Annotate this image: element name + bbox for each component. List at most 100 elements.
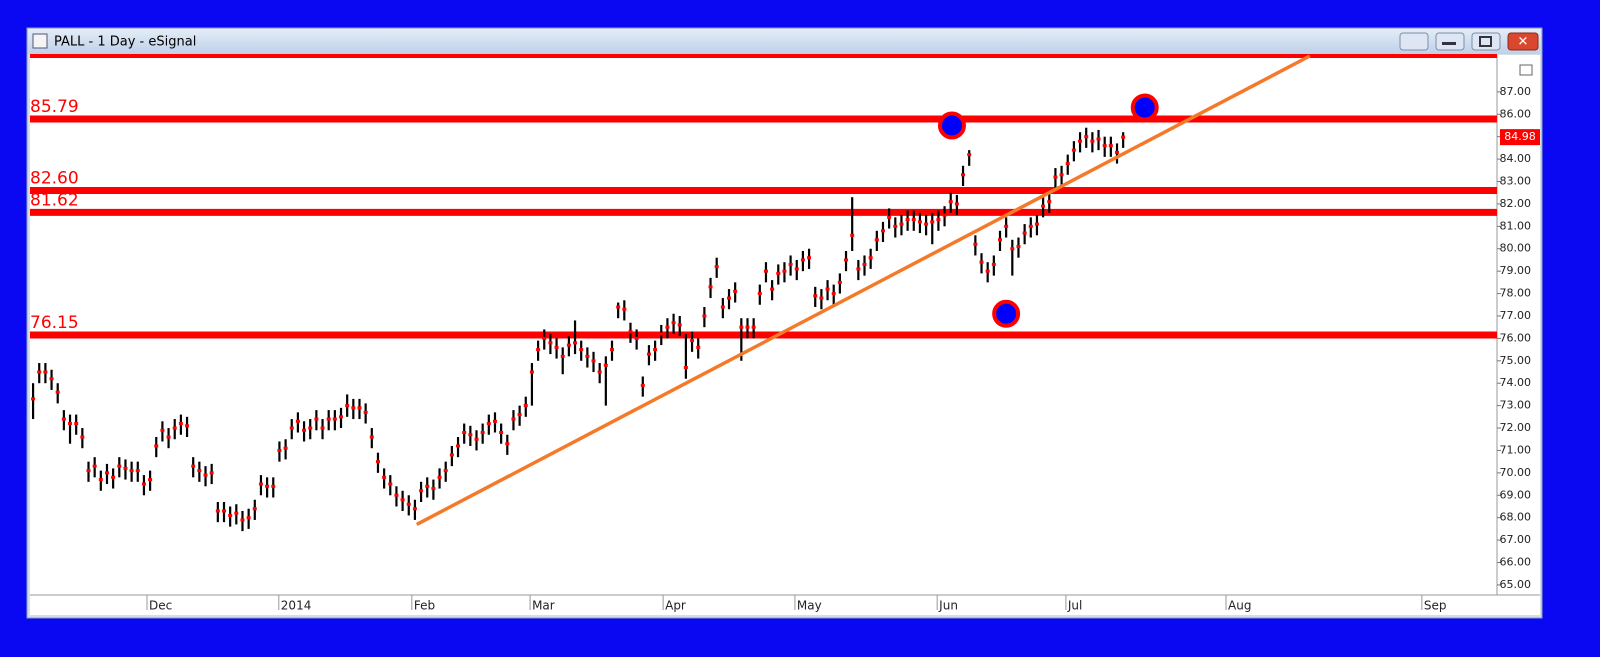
close-tick (640, 383, 645, 387)
close-tick (332, 417, 337, 421)
restore-button[interactable] (1399, 32, 1429, 51)
x-tick-label: Feb (414, 599, 435, 613)
close-tick (1096, 137, 1101, 141)
close-tick (893, 224, 898, 228)
close-tick (289, 426, 294, 430)
y-tick-label: 74.00 (1500, 376, 1532, 389)
close-tick (850, 233, 855, 237)
y-tick-label: 67.00 (1500, 533, 1532, 546)
close-tick (985, 269, 990, 273)
close-tick (560, 354, 565, 358)
close-tick (74, 422, 79, 426)
close-tick (1084, 135, 1089, 139)
close-tick (1028, 224, 1033, 228)
close-tick (542, 336, 547, 340)
close-tick (751, 325, 756, 329)
y-tick-label: 76.00 (1500, 331, 1532, 344)
close-tick (394, 493, 399, 497)
x-tick-label: 2014 (281, 599, 312, 613)
close-tick (813, 294, 818, 298)
close-tick (763, 269, 768, 273)
close-tick (480, 431, 485, 435)
y-tick-label: 71.00 (1500, 443, 1532, 456)
close-tick (406, 502, 411, 506)
y-tick-label: 69.00 (1500, 488, 1532, 501)
close-tick (31, 397, 36, 401)
close-button[interactable] (1507, 32, 1539, 51)
close-tick (141, 482, 146, 486)
close-tick (1022, 231, 1027, 235)
close-icon: ✕ (1518, 35, 1529, 50)
close-tick (997, 238, 1002, 242)
close-tick (92, 464, 97, 468)
close-tick (1059, 173, 1064, 177)
close-tick (443, 469, 448, 473)
close-tick (917, 220, 922, 224)
close-tick (961, 173, 966, 177)
close-tick (548, 341, 553, 345)
close-tick (382, 475, 387, 479)
close-tick (653, 348, 658, 352)
top-border (30, 54, 1497, 58)
close-tick (98, 478, 103, 482)
axis-menu-icon[interactable] (1519, 64, 1533, 76)
close-tick (295, 419, 300, 423)
close-tick (234, 511, 239, 515)
close-tick (277, 448, 282, 452)
close-tick (523, 404, 528, 408)
close-tick (1016, 244, 1021, 248)
close-tick (579, 348, 584, 352)
close-tick (566, 343, 571, 347)
close-tick (936, 218, 941, 222)
close-tick (554, 345, 559, 349)
close-tick (788, 262, 793, 266)
close-tick (246, 516, 251, 520)
close-tick (86, 469, 91, 473)
y-tick-label: 70.00 (1500, 466, 1532, 479)
close-tick (375, 460, 380, 464)
close-tick (745, 325, 750, 329)
close-tick (357, 406, 362, 410)
close-tick (702, 314, 707, 318)
close-tick (930, 220, 935, 224)
close-tick (1004, 224, 1009, 228)
close-tick (794, 267, 799, 271)
close-tick (634, 336, 639, 340)
minimize-button[interactable] (1435, 32, 1465, 51)
close-tick (185, 424, 190, 428)
close-tick (720, 305, 725, 309)
x-tick-label: Jun (938, 599, 958, 613)
close-tick (388, 482, 393, 486)
close-tick (991, 262, 996, 266)
maximize-button[interactable] (1471, 32, 1501, 51)
close-tick (905, 218, 910, 222)
window-title: PALL - 1 Day - eSignal (54, 35, 196, 50)
close-tick (1078, 139, 1083, 143)
close-tick (776, 271, 781, 275)
close-tick (456, 444, 461, 448)
close-tick (474, 437, 479, 441)
close-tick (733, 289, 738, 293)
close-tick (529, 370, 534, 374)
close-tick (363, 410, 368, 414)
y-tick-label: 66.00 (1500, 556, 1532, 569)
y-tick-label: 78.00 (1500, 287, 1532, 300)
close-tick (1034, 222, 1039, 226)
close-tick (172, 426, 177, 430)
close-tick (831, 292, 836, 296)
close-tick (954, 202, 959, 206)
close-tick (308, 426, 313, 430)
close-tick (265, 484, 270, 488)
close-tick (197, 469, 202, 473)
close-tick (628, 330, 633, 334)
close-tick (967, 153, 972, 157)
close-tick (665, 325, 670, 329)
close-tick (412, 507, 417, 511)
y-tick-label: 80.00 (1500, 242, 1532, 255)
close-tick (948, 200, 953, 204)
close-tick (800, 258, 805, 262)
close-tick (862, 262, 867, 266)
close-tick (837, 280, 842, 284)
close-tick (468, 433, 473, 437)
close-tick (271, 484, 276, 488)
